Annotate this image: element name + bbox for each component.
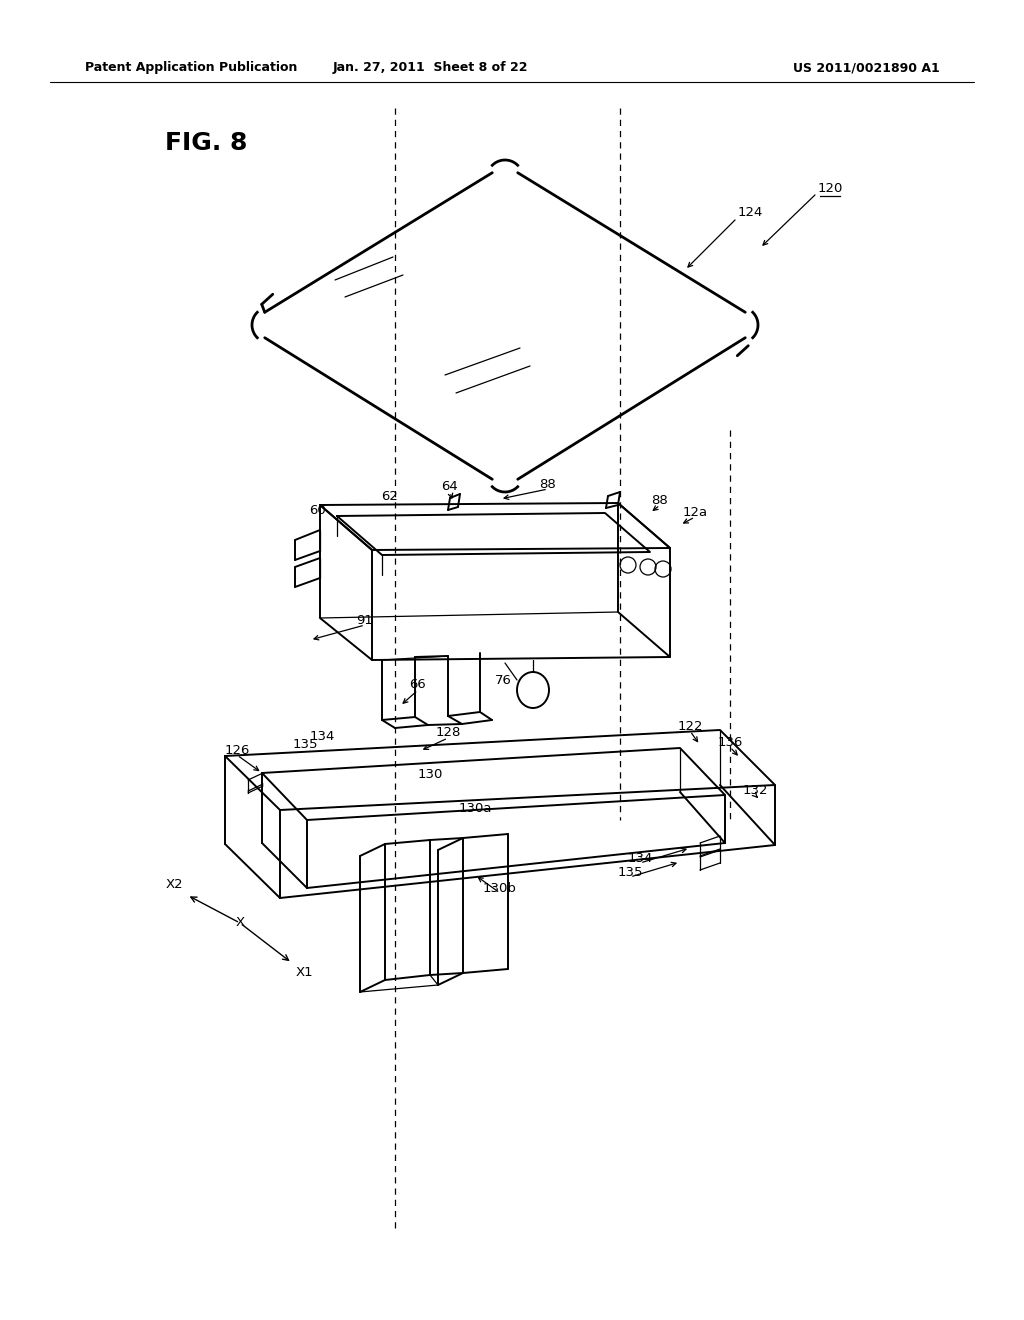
Text: 130: 130 <box>418 768 442 781</box>
Text: 136: 136 <box>718 735 742 748</box>
Text: 66: 66 <box>410 678 426 692</box>
Text: 60: 60 <box>309 503 327 516</box>
Text: 132: 132 <box>742 784 768 796</box>
Text: 126: 126 <box>224 743 250 756</box>
Text: 134: 134 <box>309 730 335 743</box>
Text: 88: 88 <box>651 494 669 507</box>
Text: 12a: 12a <box>682 506 708 519</box>
Text: 135: 135 <box>617 866 643 879</box>
Text: 88: 88 <box>540 478 556 491</box>
Text: 128: 128 <box>435 726 461 739</box>
Text: US 2011/0021890 A1: US 2011/0021890 A1 <box>794 62 940 74</box>
Text: 62: 62 <box>382 491 398 503</box>
Text: 130b: 130b <box>483 882 517 895</box>
Text: 76: 76 <box>495 673 511 686</box>
Text: 124: 124 <box>737 206 763 219</box>
Text: Patent Application Publication: Patent Application Publication <box>85 62 297 74</box>
Text: 120: 120 <box>817 181 843 194</box>
Text: X: X <box>236 916 245 929</box>
Text: X1: X1 <box>295 966 312 979</box>
Text: X2: X2 <box>165 879 183 891</box>
Text: Jan. 27, 2011  Sheet 8 of 22: Jan. 27, 2011 Sheet 8 of 22 <box>332 62 527 74</box>
Text: FIG. 8: FIG. 8 <box>165 131 248 154</box>
Text: 91: 91 <box>356 614 374 627</box>
Text: 135: 135 <box>292 738 317 751</box>
Text: 130a: 130a <box>459 801 492 814</box>
Text: 122: 122 <box>677 719 702 733</box>
Text: 134: 134 <box>628 851 652 865</box>
Text: 64: 64 <box>441 480 459 494</box>
